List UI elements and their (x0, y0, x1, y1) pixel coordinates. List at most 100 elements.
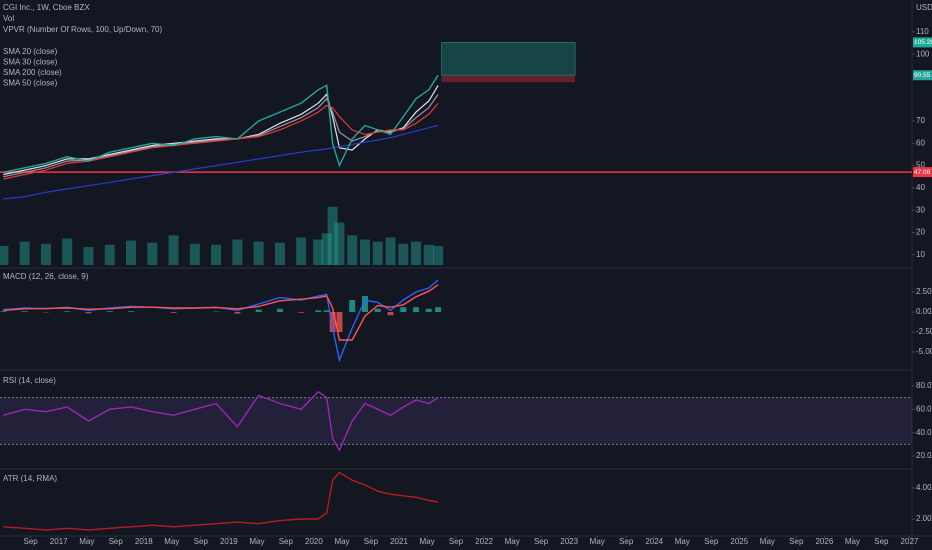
y-tick-label: -2.50 (916, 327, 932, 336)
x-tick-label: Sep (449, 537, 464, 546)
macd-histogram (323, 310, 330, 312)
volume-bar (62, 238, 73, 265)
pane-legend: ATR (14, RMA) (3, 474, 57, 483)
pane-legend: SMA 30 (close) (3, 58, 58, 67)
macd-histogram (361, 296, 368, 312)
x-tick-label: May (590, 537, 605, 546)
price-tag (913, 70, 932, 81)
y-tick-label: 40 (916, 183, 925, 192)
x-tick-label: 2026 (815, 537, 833, 546)
volume-bar (347, 235, 358, 265)
series-line (3, 390, 439, 452)
pane-legend: SMA 20 (close) (3, 47, 58, 56)
y-tick-label: 60 (916, 138, 925, 147)
series-line (3, 74, 439, 173)
macd-histogram (234, 312, 241, 314)
volume-bar (0, 245, 9, 265)
series-line (3, 102, 439, 180)
volume-bar (313, 239, 324, 265)
volume-bar (83, 246, 94, 265)
pane-legend: CGI Inc., 1W, Cboe BZX (3, 3, 90, 12)
volume-bar (433, 245, 444, 265)
volume-bar (385, 237, 396, 265)
volume-bar (372, 241, 383, 265)
macd-histogram (64, 311, 71, 312)
rsi-band (0, 397, 912, 445)
x-tick-label: Sep (364, 537, 379, 546)
x-tick-label: May (249, 537, 264, 546)
x-tick-label: May (334, 537, 349, 546)
macd-histogram (21, 311, 28, 312)
price-tag-label: 90.55 (914, 72, 931, 79)
volume-bar (168, 235, 179, 265)
macd-histogram (298, 312, 305, 313)
pane-legend: SMA 50 (close) (3, 79, 58, 88)
y-tick-label: 2.50 (916, 287, 932, 296)
volume-bar (147, 242, 158, 265)
macd-histogram (255, 309, 262, 312)
volume-bar (398, 243, 409, 265)
volume-bar (211, 244, 222, 265)
pane-legend: SMA 200 (close) (3, 68, 62, 77)
x-tick-label: 2021 (390, 537, 408, 546)
volume-bar (296, 237, 307, 265)
macd-histogram (329, 312, 336, 332)
y-tick-label: 110 (916, 27, 929, 36)
y-tick-label: 30 (916, 205, 925, 214)
volume-bar (19, 241, 30, 265)
volume-bar (411, 241, 422, 265)
x-tick-label: May (760, 537, 775, 546)
price-tag (913, 167, 932, 178)
x-tick-label: 2020 (305, 537, 323, 546)
y-tick-label: 80.00 (916, 381, 932, 390)
volume-bar (334, 222, 345, 265)
y-tick-label: -5.00 (916, 347, 932, 356)
x-tick-label: Sep (194, 537, 209, 546)
volume-bar (423, 244, 434, 265)
position-target (441, 42, 576, 76)
volume-bar (359, 239, 370, 265)
macd-histogram (435, 307, 442, 312)
x-tick-label: 2022 (475, 537, 493, 546)
macd-histogram (0, 311, 7, 312)
x-tick-label: May (675, 537, 690, 546)
x-tick-label: 2023 (560, 537, 578, 546)
macd-histogram (349, 300, 356, 312)
x-tick-label: 2027 (901, 537, 919, 546)
x-tick-label: Sep (874, 537, 889, 546)
y-tick-label: 2.00 (916, 514, 932, 523)
x-tick-label: Sep (24, 537, 39, 546)
x-tick-label: Sep (279, 537, 294, 546)
y-tick-label: 60.00 (916, 404, 932, 413)
x-tick-label: May (505, 537, 520, 546)
x-tick-label: May (79, 537, 94, 546)
volume-bar (321, 233, 332, 265)
macd-histogram (276, 308, 283, 312)
pane-legend: Vol (3, 14, 14, 23)
volume-bar (327, 206, 338, 265)
position-stop (441, 75, 576, 83)
volume-bar (40, 243, 51, 265)
volume-bar (126, 240, 137, 265)
x-tick-label: Sep (704, 537, 719, 546)
macd-histogram (374, 308, 381, 312)
volume-bar (274, 242, 285, 265)
axis-unit: USD (916, 3, 932, 12)
price-tag-label: 105.28 (914, 39, 932, 46)
x-tick-label: 2017 (50, 537, 68, 546)
macd-histogram (85, 312, 92, 314)
volume-bar (189, 243, 200, 265)
x-tick-label: Sep (109, 537, 124, 546)
volume-bar (232, 239, 243, 265)
macd-histogram (170, 312, 177, 313)
y-tick-label: 40.00 (916, 428, 932, 437)
x-tick-label: May (845, 537, 860, 546)
y-tick-label: 20.00 (916, 451, 932, 460)
macd-histogram (336, 312, 343, 332)
price-tag (913, 37, 932, 48)
x-tick-label: Sep (789, 537, 804, 546)
pane-legend: RSI (14, close) (3, 376, 56, 385)
y-tick-label: 0.00 (916, 307, 932, 316)
